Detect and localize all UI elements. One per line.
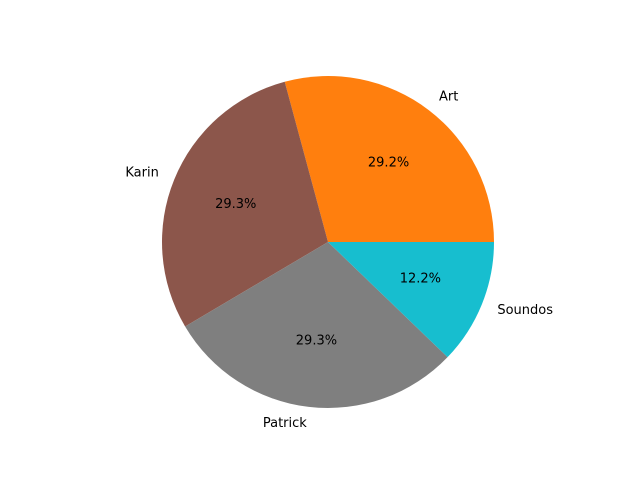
pie-slice-patrick bbox=[185, 242, 448, 408]
pct-label-art: 29.2% bbox=[368, 155, 409, 170]
slice-label-patrick: Patrick bbox=[263, 416, 307, 431]
pie-slices bbox=[162, 76, 494, 408]
pie-slice-karin bbox=[162, 81, 328, 327]
pct-label-soundos: 12.2% bbox=[400, 272, 441, 287]
pie-slice-soundos bbox=[328, 242, 494, 358]
slice-label-karin: Karin bbox=[125, 166, 158, 181]
pct-label-karin: 29.3% bbox=[215, 197, 256, 212]
slice-label-art: Art bbox=[439, 90, 458, 105]
slice-label-soundos: Soundos bbox=[497, 303, 553, 318]
pct-label-patrick: 29.3% bbox=[296, 333, 337, 348]
pie-labels: Art 29.2% Karin 29.3% Patrick 29.3% Soundos 12.… bbox=[125, 90, 553, 431]
pie-slice-art bbox=[284, 76, 494, 242]
